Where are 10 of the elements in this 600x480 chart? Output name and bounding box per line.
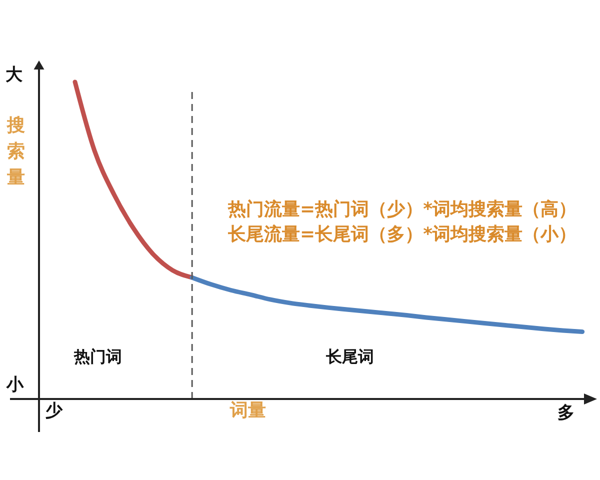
text: 多 bbox=[558, 403, 574, 423]
annotation: 长尾词 bbox=[325, 347, 374, 366]
y-axis-title: 搜索量 bbox=[6, 115, 25, 188]
text: 少 bbox=[46, 401, 64, 421]
annotation: 热门流量=热门词（少）*词均搜索量（高） bbox=[227, 199, 576, 220]
text: 小 bbox=[6, 375, 24, 395]
text: 大 bbox=[6, 65, 24, 85]
annotation: 长尾流量=长尾词（多）*词均搜索量（小） bbox=[227, 224, 576, 245]
x-axis-title: 词量 bbox=[229, 400, 266, 421]
annotation: 热门词 bbox=[73, 347, 122, 366]
